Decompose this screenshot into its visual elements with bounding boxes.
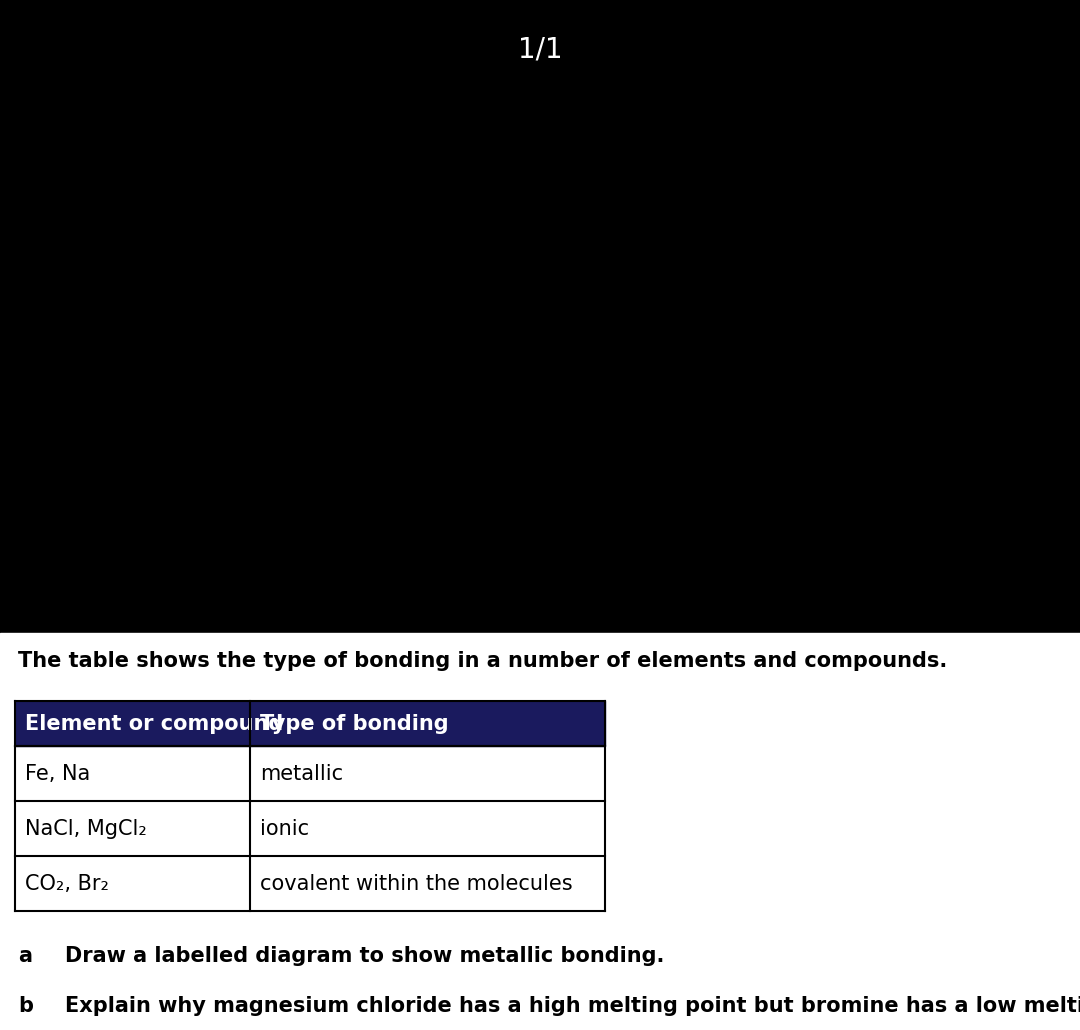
Text: b: b [18, 996, 33, 1017]
Bar [15, 747, 605, 801]
Text: ionic: ionic [260, 819, 309, 839]
Bar [0, 633, 1080, 1030]
Text: Fe, Na: Fe, Na [25, 764, 91, 784]
Bar [15, 857, 605, 912]
Bar [15, 701, 605, 747]
Text: NaCl, MgCl₂: NaCl, MgCl₂ [25, 819, 147, 839]
Text: covalent within the molecules: covalent within the molecules [260, 873, 572, 894]
Text: metallic: metallic [260, 764, 343, 784]
Text: Type of bonding: Type of bonding [260, 714, 448, 734]
Text: a: a [18, 947, 32, 966]
Text: Explain why magnesium chloride has a high melting point but bromine has a low me: Explain why magnesium chloride has a hig… [65, 996, 1080, 1017]
Bar [15, 801, 605, 857]
Text: CO₂, Br₂: CO₂, Br₂ [25, 873, 109, 894]
Text: Draw a labelled diagram to show metallic bonding.: Draw a labelled diagram to show metallic… [65, 947, 664, 966]
Text: Element or compound: Element or compound [25, 714, 283, 734]
Text: 1/1: 1/1 [517, 35, 563, 63]
Text: The table shows the type of bonding in a number of elements and compounds.: The table shows the type of bonding in a… [18, 651, 947, 672]
